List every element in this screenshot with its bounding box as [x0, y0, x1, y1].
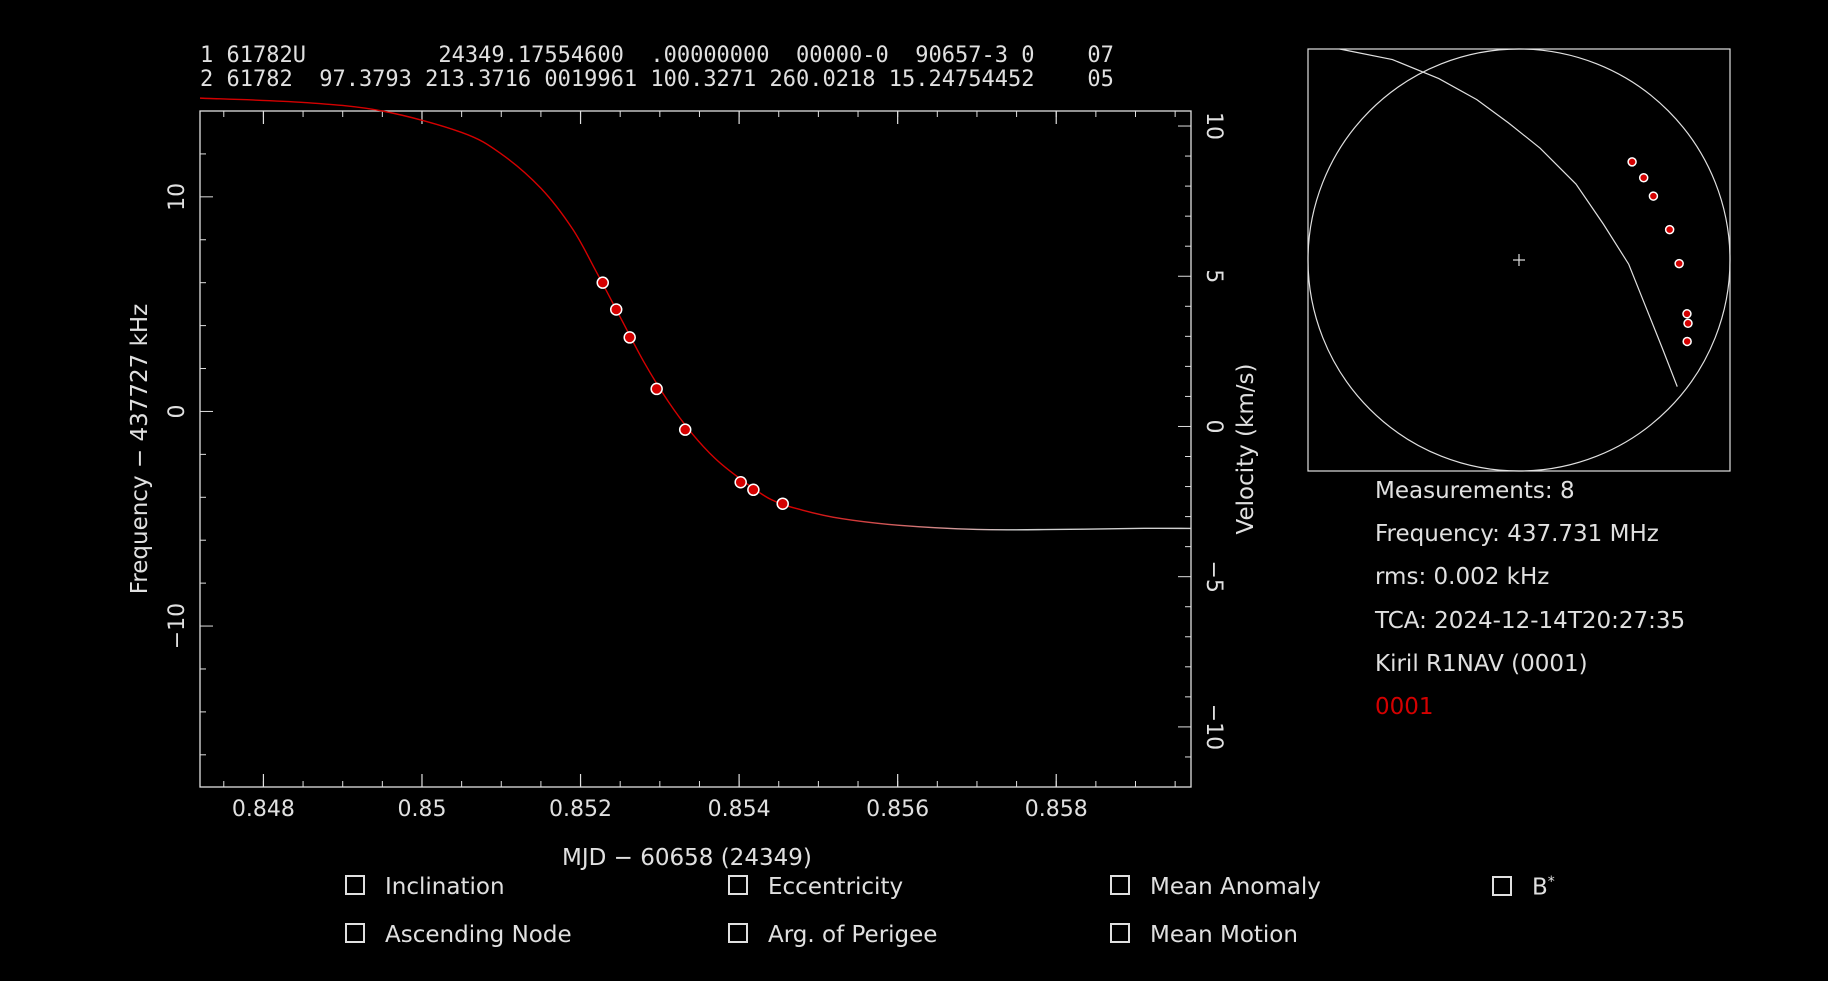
eccentricity-checkbox[interactable]: Eccentricity [728, 874, 903, 900]
y2-tick-label: 10 [1201, 112, 1226, 140]
checkbox-label: B [1532, 874, 1548, 901]
arg-of-perigee-checkbox[interactable]: Arg. of Perigee [728, 922, 937, 948]
sky-point[interactable] [1627, 157, 1637, 167]
ascending-node-checkbox[interactable]: Ascending Node [345, 922, 572, 948]
checkbox-box[interactable] [345, 923, 365, 943]
bstar-checkbox[interactable]: B* [1492, 874, 1555, 901]
sky-plot [1307, 48, 1731, 472]
tle-line-2: 2 61782 97.3793 213.3716 0019961 100.327… [200, 67, 1114, 92]
y2-tick-label: 0 [1201, 419, 1226, 433]
y-tick-label: 10 [165, 183, 190, 211]
y2-axis-label: Velocity (km/s) [1233, 363, 1259, 535]
frequency-value: Frequency: 437.731 MHz [1375, 521, 1659, 547]
horizon-circle [1307, 48, 1731, 472]
inclination-checkbox[interactable]: Inclination [345, 874, 505, 900]
data-point[interactable] [609, 303, 623, 316]
checkbox-box[interactable] [728, 875, 748, 895]
y-tick-label: 0 [165, 404, 190, 418]
checkbox-label: Ascending Node [385, 922, 572, 948]
x-tick-label: 0.856 [866, 797, 929, 822]
mean-anomaly-checkbox[interactable]: Mean Anomaly [1110, 874, 1321, 900]
data-point[interactable] [678, 423, 692, 436]
checkbox-box[interactable] [728, 923, 748, 943]
y2-tick-label: 5 [1201, 269, 1226, 283]
sky-point[interactable] [1682, 336, 1692, 347]
data-point[interactable] [747, 483, 760, 497]
sky-point[interactable] [1664, 224, 1675, 235]
tle-line-1: 1 61782U 24349.17554600 .00000000 00000-… [200, 43, 1114, 68]
observer-label: Kiril R1NAV (0001) [1375, 651, 1588, 677]
x-tick-label: 0.852 [549, 797, 612, 822]
sky-point[interactable] [1638, 172, 1649, 183]
data-point[interactable] [623, 331, 636, 344]
checkbox-label: Mean Motion [1150, 922, 1298, 948]
y2-tick-label: −5 [1201, 560, 1226, 592]
data-point[interactable] [596, 276, 609, 289]
checkbox-box[interactable] [345, 875, 365, 895]
checkbox-box[interactable] [1110, 923, 1130, 943]
checkbox-label: Eccentricity [768, 874, 904, 900]
x-tick-label: 0.848 [232, 797, 295, 822]
x-tick-label: 0.858 [1025, 797, 1088, 822]
x-tick-label: 0.854 [708, 797, 771, 822]
measurements-count: Measurements: 8 [1375, 478, 1575, 504]
checkbox-label-superscript: * [1547, 874, 1555, 890]
checkbox-label: Arg. of Perigee [768, 922, 938, 948]
tca-value: TCA: 2024-12-14T20:27:35 [1375, 608, 1686, 634]
data-point[interactable] [650, 382, 663, 396]
x-axis-label: MJD − 60658 (24349) [562, 845, 812, 871]
mean-motion-checkbox[interactable]: Mean Motion [1110, 922, 1298, 948]
checkbox-label: Mean Anomaly [1150, 874, 1321, 900]
sky-point[interactable] [1674, 258, 1684, 269]
site-id-label: 0001 [1375, 694, 1434, 720]
ground-track [1339, 48, 1678, 387]
sky-point[interactable] [1683, 318, 1693, 329]
sky-point[interactable] [1682, 309, 1692, 319]
y2-tick-label: −10 [1201, 704, 1226, 750]
plot-frame [199, 110, 1192, 788]
y-axis-label: Frequency − 437727 kHz [127, 303, 153, 595]
fit-curve [199, 97, 1192, 531]
frequency-plot: 0.848 0.85 0.852 0.854 0.856 0.858 −10 0 10 −10 −5… [165, 97, 1226, 822]
data-point[interactable] [734, 476, 747, 489]
x-tick-label: 0.85 [397, 797, 446, 822]
y-tick-label: −10 [165, 603, 190, 649]
checkbox-box[interactable] [1110, 875, 1130, 895]
rms-value: rms: 0.002 kHz [1375, 564, 1550, 590]
checkbox-label: Inclination [385, 874, 505, 900]
data-point[interactable] [776, 497, 789, 510]
checkbox-box[interactable] [1492, 875, 1512, 896]
sky-point[interactable] [1648, 191, 1659, 201]
